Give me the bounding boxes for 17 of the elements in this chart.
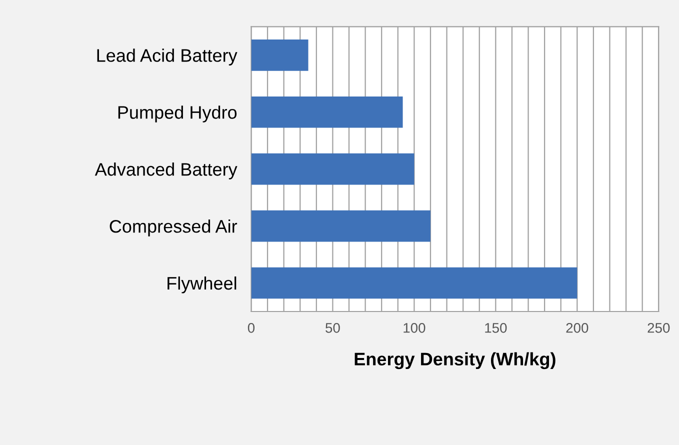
bar — [251, 40, 308, 71]
x-tick-label: 200 — [566, 322, 588, 333]
x-tick-label: 150 — [485, 322, 507, 333]
x-tick-label: 0 — [248, 322, 255, 333]
bar — [251, 267, 578, 299]
x-axis-title: Energy Density (Wh/kg) — [354, 352, 556, 370]
y-tick-label: Advanced Battery — [94, 162, 238, 180]
bar — [251, 153, 414, 185]
y-tick-label: Pumped Hydro — [118, 106, 237, 122]
bar — [251, 210, 430, 242]
x-tick-label: 250 — [648, 322, 670, 333]
y-tick-label: Flywheel — [168, 276, 236, 294]
y-tick-label: Compressed Air — [110, 220, 238, 236]
x-tick-label: 100 — [404, 322, 426, 333]
y-tick-label: Lead Acid Battery — [97, 48, 238, 66]
x-tick-label: 50 — [326, 322, 340, 333]
bar — [251, 96, 403, 128]
